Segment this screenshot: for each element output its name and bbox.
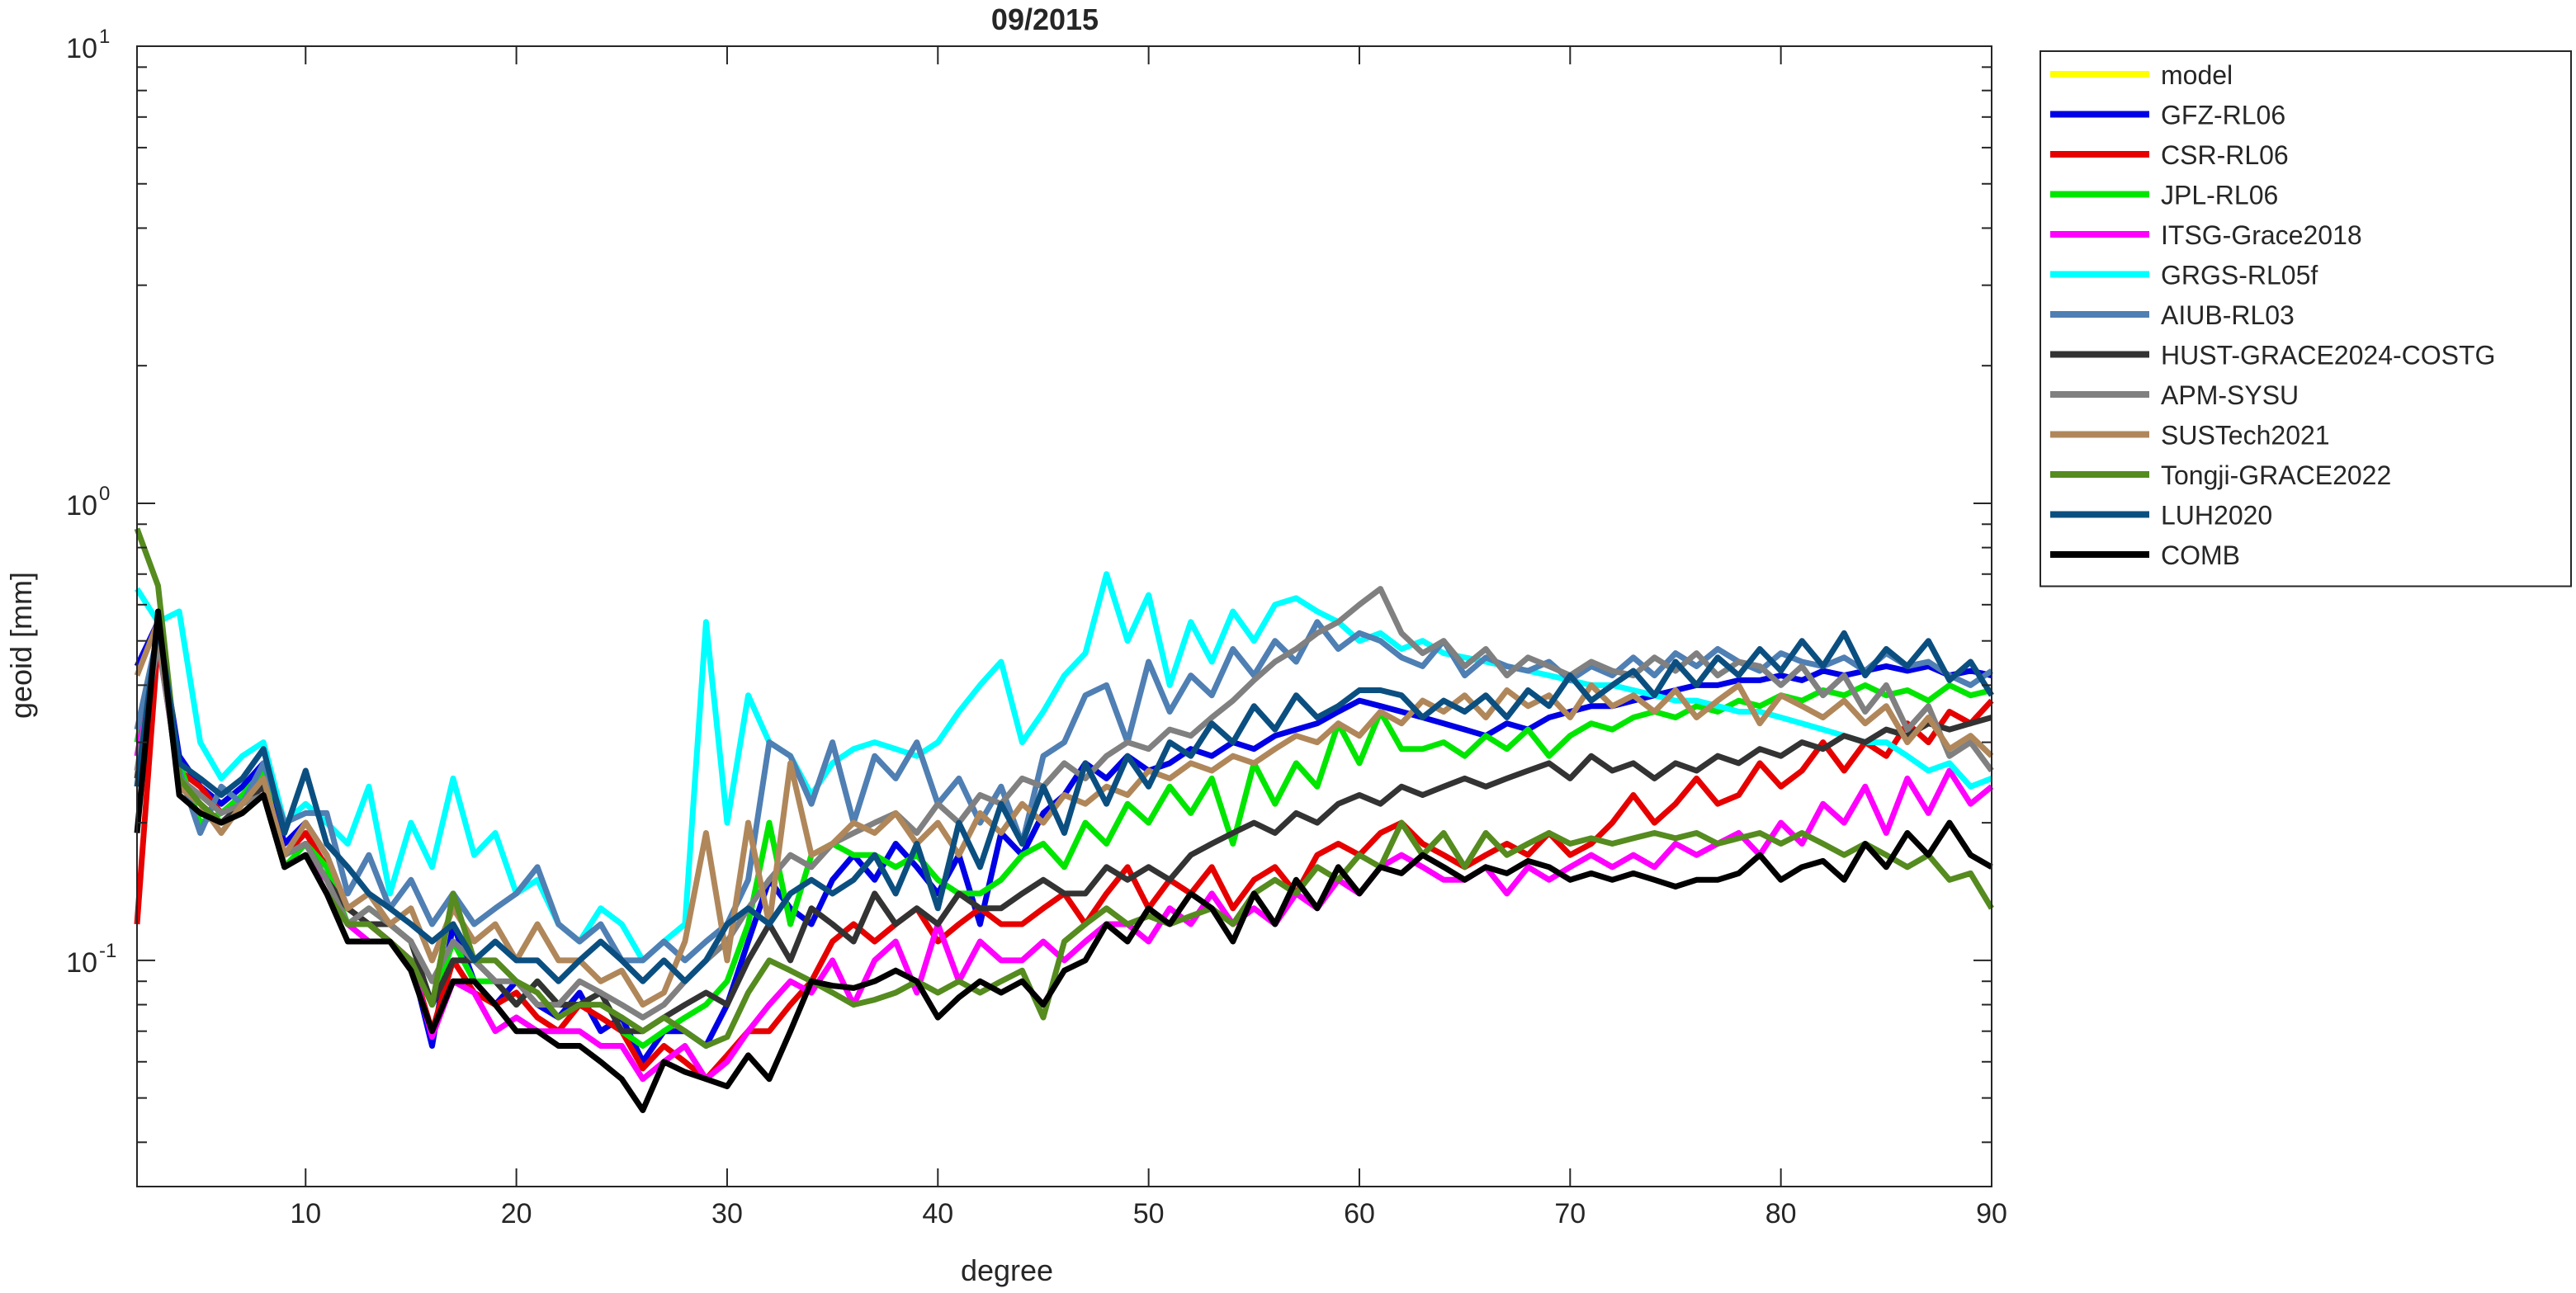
legend-label-6: AIUB-RL03 [2161, 300, 2295, 330]
x-tick-label-2: 30 [711, 1198, 743, 1229]
x-tick-label-1: 20 [501, 1198, 532, 1229]
legend-box [2040, 50, 2572, 588]
plot-area [137, 46, 1992, 1187]
y-tick-label-0: 10 [66, 947, 97, 979]
y-tick-exponent-1: 0 [99, 483, 110, 505]
series-line-6 [134, 619, 1993, 964]
x-axis-label: degree [961, 1253, 1053, 1287]
x-tick-label-0: 10 [290, 1198, 321, 1229]
chart-title: 09/2015 [991, 2, 1099, 36]
x-tick-label-4: 50 [1133, 1198, 1165, 1229]
legend-label-0: model [2161, 60, 2233, 90]
series-line-8 [134, 586, 1994, 1021]
x-tick-label-5: 60 [1344, 1198, 1375, 1229]
legend-label-11: LUH2020 [2161, 501, 2272, 531]
series-line-3 [134, 630, 1992, 1049]
y-tick-exponent-2: 1 [99, 26, 110, 48]
legend-label-9: SUSTech2021 [2161, 421, 2330, 451]
y-tick-exponent-0: -1 [99, 940, 116, 962]
y-tick-label-2: 10 [66, 33, 97, 64]
y-tick-label-1: 10 [66, 490, 97, 521]
legend-label-10: Tongji-GRACE2022 [2161, 460, 2391, 490]
legend-label-1: GFZ-RL06 [2161, 101, 2285, 130]
x-tick-label-8: 90 [1976, 1198, 2007, 1229]
series-line-7 [134, 626, 1992, 1035]
x-tick-label-7: 80 [1765, 1198, 1797, 1229]
legend-label-12: COMB [2161, 540, 2240, 570]
series-line-12 [134, 608, 1993, 1113]
axes-box [136, 45, 1992, 1187]
series-layer [134, 527, 1994, 1113]
y-axis-label: geoid [mm] [4, 572, 38, 719]
legend: model GFZ-RL06 CSR-RL06 JPL-RL06 ITSG-Grace2… [2040, 50, 2572, 588]
legend-label-3: JPL-RL06 [2161, 181, 2278, 210]
legend-label-2: CSR-RL06 [2161, 140, 2289, 170]
legend-label-7: HUST-GRACE2024-COSTG [2161, 341, 2495, 370]
legend-label-4: ITSG-Grace2018 [2161, 220, 2362, 250]
x-tick-label-3: 40 [922, 1198, 953, 1229]
legend-label-5: GRGS-RL05f [2161, 261, 2318, 290]
series-line-11 [134, 619, 1994, 984]
x-tick-label-6: 70 [1554, 1198, 1586, 1229]
legend-label-8: APM-SYSU [2161, 380, 2299, 410]
